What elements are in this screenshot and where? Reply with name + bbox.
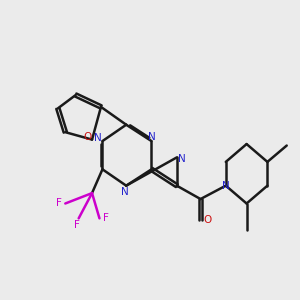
Text: F: F [103, 213, 109, 224]
Text: N: N [178, 154, 186, 164]
Text: O: O [203, 215, 211, 225]
Text: O: O [83, 132, 92, 142]
Text: N: N [148, 132, 155, 142]
Text: N: N [222, 181, 230, 191]
Text: F: F [74, 220, 80, 230]
Text: F: F [56, 199, 62, 208]
Text: N: N [94, 133, 102, 143]
Text: N: N [121, 187, 129, 196]
